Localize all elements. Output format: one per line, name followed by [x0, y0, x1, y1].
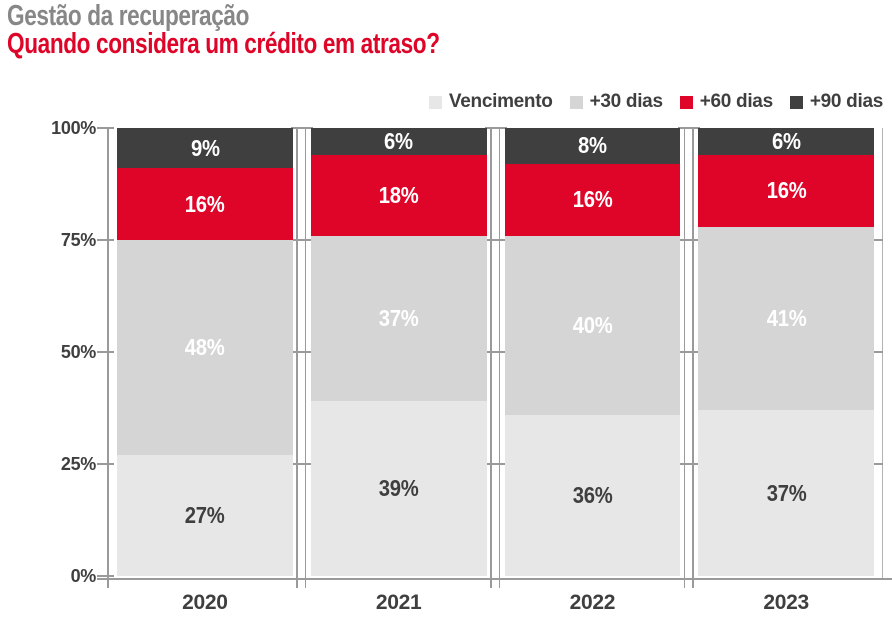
x-axis-label: 2020: [182, 591, 228, 614]
x-axis-label: 2023: [763, 591, 809, 614]
bar-column-2021: 6% 18% 37% 39% 2021: [302, 128, 496, 614]
separator-tick: [678, 127, 701, 129]
legend-swatch-icon: [679, 95, 693, 109]
separator-tick: [484, 127, 507, 129]
separator-tick: [678, 351, 701, 353]
bar-segment: 18%: [310, 154, 487, 236]
bar-column-2020: 9% 16% 48% 27% 2020: [108, 128, 302, 614]
separator-tick: [290, 127, 313, 129]
bar-segment-label: 40%: [572, 311, 613, 338]
bar-segment: 27%: [117, 455, 293, 576]
axis-tick: [97, 127, 114, 129]
axis-tick: [97, 463, 114, 465]
axis-tick: [97, 351, 114, 353]
x-axis-label: 2022: [569, 591, 616, 614]
bar-segment-label: 9%: [190, 134, 220, 161]
bar-segment: 16%: [504, 163, 681, 236]
column-separator: [683, 128, 686, 588]
x-axis-label: 2021: [375, 591, 422, 614]
column-separator: [498, 128, 500, 588]
axis-tick: [97, 575, 114, 577]
legend-swatch-icon: [428, 95, 442, 109]
right-edge-tick: [872, 239, 883, 241]
y-axis-line: [107, 128, 109, 588]
bar-segment-label: 18%: [378, 181, 419, 208]
y-axis-label: 50%: [60, 342, 96, 362]
legend-item: +30 dias: [569, 91, 663, 113]
legend-item: Vencimento: [428, 91, 553, 113]
bar-segment: 41%: [698, 226, 874, 411]
bar-segment-label: 39%: [378, 475, 419, 502]
separator-tick: [484, 239, 507, 241]
column-separator: [490, 128, 492, 588]
stacked-bar-2020: 9% 16% 48% 27%: [117, 128, 293, 576]
bar-segment-label: 37%: [766, 479, 806, 506]
separator-tick: [290, 463, 313, 465]
bar-column-2023: 6% 16% 41% 37% 2023: [689, 128, 883, 614]
bar-segment: 37%: [310, 235, 487, 402]
bar-column-2022: 8% 16% 40% 36% 2022: [496, 128, 690, 614]
stacked-bar-2021: 6% 18% 37% 39%: [310, 128, 487, 576]
bar-segment: 9%: [117, 128, 293, 169]
y-axis-label: 100%: [51, 118, 96, 138]
column-separator: [304, 128, 307, 588]
right-edge-tick: [872, 351, 883, 353]
separator-tick: [678, 239, 701, 241]
bar-segment-label: 6%: [384, 128, 413, 154]
chart-legend: Vencimento +30 dias +60 dias +90 dias: [428, 90, 883, 114]
plot-right-border: [881, 128, 884, 580]
legend-item: +60 dias: [679, 91, 773, 113]
legend-label: +30 dias: [589, 91, 663, 112]
legend-label: +90 dias: [809, 91, 883, 112]
axis-tick: [97, 239, 114, 241]
bar-segment: 6%: [310, 128, 487, 155]
legend-label: +60 dias: [699, 91, 773, 112]
separator-tick: [484, 351, 507, 353]
column-separator: [296, 128, 298, 588]
bar-segment: 36%: [504, 414, 681, 576]
bar-segment: 8%: [504, 128, 681, 164]
bar-segment-label: 8%: [578, 132, 607, 159]
separator-tick: [290, 239, 313, 241]
chart-title: Quando considera um crédito em atraso?: [7, 28, 440, 60]
legend-swatch-icon: [789, 95, 803, 109]
bar-segment: 6%: [698, 128, 874, 155]
stacked-bar-2023: 6% 16% 41% 37%: [698, 128, 874, 576]
bar-segment: 39%: [310, 401, 487, 576]
bar-segment-label: 36%: [572, 481, 613, 508]
bar-segment: 16%: [698, 154, 874, 227]
bar-segment-label: 48%: [185, 334, 225, 360]
separator-tick: [290, 351, 313, 353]
right-edge-tick: [872, 463, 883, 465]
legend-label: Vencimento: [448, 91, 553, 112]
separator-tick: [678, 463, 701, 465]
column-separator: [692, 128, 694, 588]
y-axis-label: 25%: [60, 454, 96, 474]
legend-swatch-icon: [569, 95, 583, 109]
chart-pretitle: Gestão da recuperação: [7, 0, 250, 32]
y-axis-label: 0%: [70, 566, 97, 586]
bar-segment: 48%: [117, 239, 293, 456]
bar-segment-label: 16%: [572, 186, 613, 213]
stacked-bar-2022: 8% 16% 40% 36%: [504, 128, 681, 576]
legend-item: +90 dias: [789, 91, 883, 113]
bar-segment-label: 16%: [185, 190, 225, 217]
y-axis-label: 75%: [60, 230, 96, 250]
bar-segment: 40%: [504, 235, 681, 415]
bar-segment-label: 16%: [766, 177, 806, 204]
x-axis-baseline: [97, 578, 892, 580]
bar-segment-label: 37%: [378, 304, 419, 331]
bar-segment: 37%: [698, 410, 874, 576]
bar-segment-label: 27%: [185, 501, 225, 528]
bar-segment-label: 41%: [766, 304, 806, 331]
bar-segment-label: 6%: [771, 128, 801, 154]
bar-segment: 16%: [117, 168, 293, 240]
plot-area: 0% 25% 50% 75% 100% 9% 16% 48% 27% 2020 6% 18% 37% 39…: [51, 118, 892, 614]
chart-header: Gestão da recuperação Quando considera u…: [7, 0, 562, 60]
separator-tick: [484, 463, 507, 465]
